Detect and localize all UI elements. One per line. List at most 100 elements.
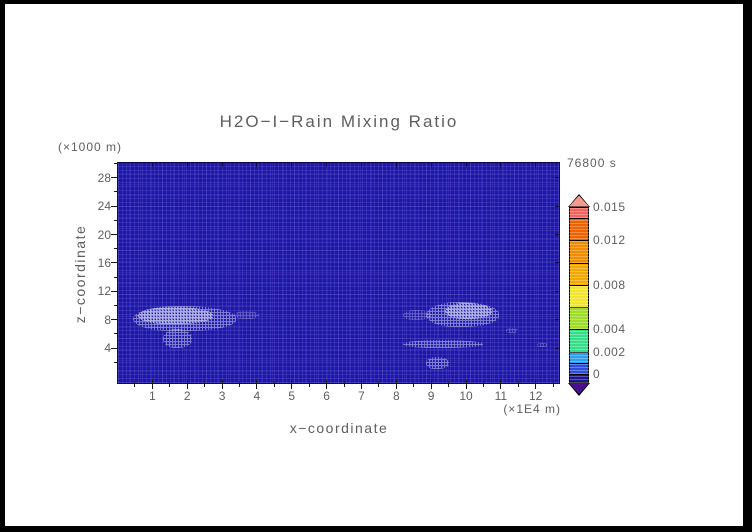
x-axis-major-tick — [151, 380, 153, 389]
colorbar-segment — [569, 329, 589, 352]
y-axis-title: z−coordinate — [72, 224, 88, 324]
y-tick-label: 20 — [97, 227, 111, 242]
x-axis-top-tick — [256, 163, 258, 167]
x-axis-title: x−coordinate — [289, 420, 389, 436]
x-axis-major-tick — [291, 380, 293, 389]
anomaly-region — [506, 328, 519, 334]
colorbar-segment — [569, 262, 589, 285]
x-tick-label: 1 — [149, 389, 156, 403]
y-axis-right-tick — [555, 234, 559, 235]
x-axis-unit-label: (×1E4 m) — [503, 402, 561, 416]
x-axis-minor-tick — [134, 382, 136, 387]
x-axis-minor-tick — [552, 382, 554, 387]
x-tick-label: 8 — [392, 389, 400, 403]
x-axis-major-tick — [186, 380, 188, 389]
y-axis-minor-tick — [114, 248, 118, 250]
colorbar-segment — [569, 351, 589, 363]
y-tick-label: 8 — [104, 312, 111, 327]
colorbar-tick-label: 0.012 — [593, 233, 626, 248]
y-axis-major-tick — [111, 177, 118, 179]
anomaly-region — [445, 303, 493, 319]
colorbar-segment — [569, 218, 589, 241]
y-axis-right-tick — [555, 205, 559, 207]
x-tick-label: 10 — [459, 389, 473, 403]
x-tick-label: 11 — [494, 389, 508, 403]
x-axis-major-tick — [221, 380, 223, 389]
colorbar-segment — [569, 307, 589, 330]
y-axis-right-tick — [555, 262, 559, 264]
colorbar-segment — [569, 207, 589, 219]
anomaly-region — [138, 306, 214, 324]
y-axis-minor-tick — [114, 305, 118, 306]
anomaly-region — [403, 340, 484, 349]
x-axis-major-tick — [395, 380, 397, 389]
y-axis-major-tick — [111, 262, 118, 264]
colorbar-segment — [569, 240, 589, 263]
anomaly-region — [234, 311, 259, 319]
colorbar-tick-label: 0.002 — [593, 344, 626, 359]
y-axis-minor-tick — [114, 361, 118, 363]
y-axis-minor-tick — [114, 163, 118, 164]
x-axis-major-tick — [326, 380, 328, 389]
x-axis-top-tick — [326, 163, 328, 167]
anomaly-region — [425, 356, 449, 369]
x-axis-major-tick — [465, 380, 467, 389]
x-axis-minor-tick — [448, 382, 450, 387]
colorbar-under-arrow — [569, 383, 589, 394]
x-axis-top-tick — [395, 163, 397, 167]
x-axis-minor-tick — [308, 382, 310, 387]
x-axis-top-tick — [291, 163, 293, 167]
x-axis-minor-tick — [343, 382, 345, 387]
x-axis-minor-tick — [413, 382, 415, 387]
x-tick-label: 3 — [218, 389, 226, 403]
heatmap-field — [117, 162, 560, 384]
x-axis-minor-tick — [482, 382, 484, 387]
anomaly-region — [403, 310, 432, 320]
y-axis-unit-label: (×1000 m) — [58, 140, 123, 154]
plot-title: H2O−I−Rain Mixing Ratio — [219, 112, 459, 131]
y-axis-right-tick — [555, 347, 559, 349]
x-axis-minor-tick — [517, 382, 519, 387]
y-tick-label: 28 — [97, 170, 111, 185]
x-tick-label: 7 — [358, 389, 365, 403]
colorbar-tick-label: 0.004 — [593, 322, 626, 337]
x-tick-label: 4 — [253, 389, 261, 403]
y-tick-label: 12 — [97, 284, 111, 299]
x-axis-top-tick — [221, 163, 223, 167]
x-axis-top-tick — [430, 163, 432, 167]
anomaly-region — [162, 328, 193, 349]
x-axis-minor-tick — [378, 382, 380, 387]
x-axis-top-tick — [535, 163, 537, 167]
colorbar-under-segment — [569, 374, 589, 383]
y-axis-right-tick — [555, 319, 559, 321]
x-axis-top-tick — [186, 163, 188, 167]
y-axis-right-tick — [555, 177, 559, 179]
y-tick-label: 4 — [104, 341, 111, 356]
x-axis-major-tick — [360, 380, 362, 389]
x-axis-minor-tick — [238, 382, 240, 387]
y-tick-label: 16 — [97, 255, 111, 270]
timestamp-label: 76800 s — [567, 156, 617, 170]
y-axis-minor-tick — [114, 276, 118, 278]
x-axis-minor-tick — [273, 382, 275, 387]
colorbar-tick-label: 0 — [593, 367, 601, 381]
x-axis-major-tick — [535, 380, 537, 389]
x-tick-label: 9 — [427, 389, 435, 403]
y-axis-right-tick — [555, 290, 559, 292]
plot-canvas: H2O−I−Rain Mixing Ratio (×1000 m) 76800 … — [5, 4, 743, 526]
colorbar-tick-label: 0.015 — [593, 200, 626, 214]
y-axis-major-tick — [111, 205, 118, 207]
x-axis-major-tick — [256, 380, 258, 389]
x-tick-label: 6 — [323, 389, 330, 403]
x-axis-minor-tick — [169, 382, 171, 387]
colorbar-over-arrow — [569, 195, 589, 207]
x-axis-top-tick — [360, 163, 362, 167]
y-axis-major-tick — [111, 347, 118, 349]
x-tick-label: 12 — [529, 389, 543, 403]
x-axis-major-tick — [430, 380, 432, 389]
x-axis-top-tick — [500, 163, 502, 167]
x-axis-minor-tick — [204, 382, 206, 387]
y-axis-major-tick — [111, 319, 118, 321]
y-axis-minor-tick — [114, 333, 118, 335]
